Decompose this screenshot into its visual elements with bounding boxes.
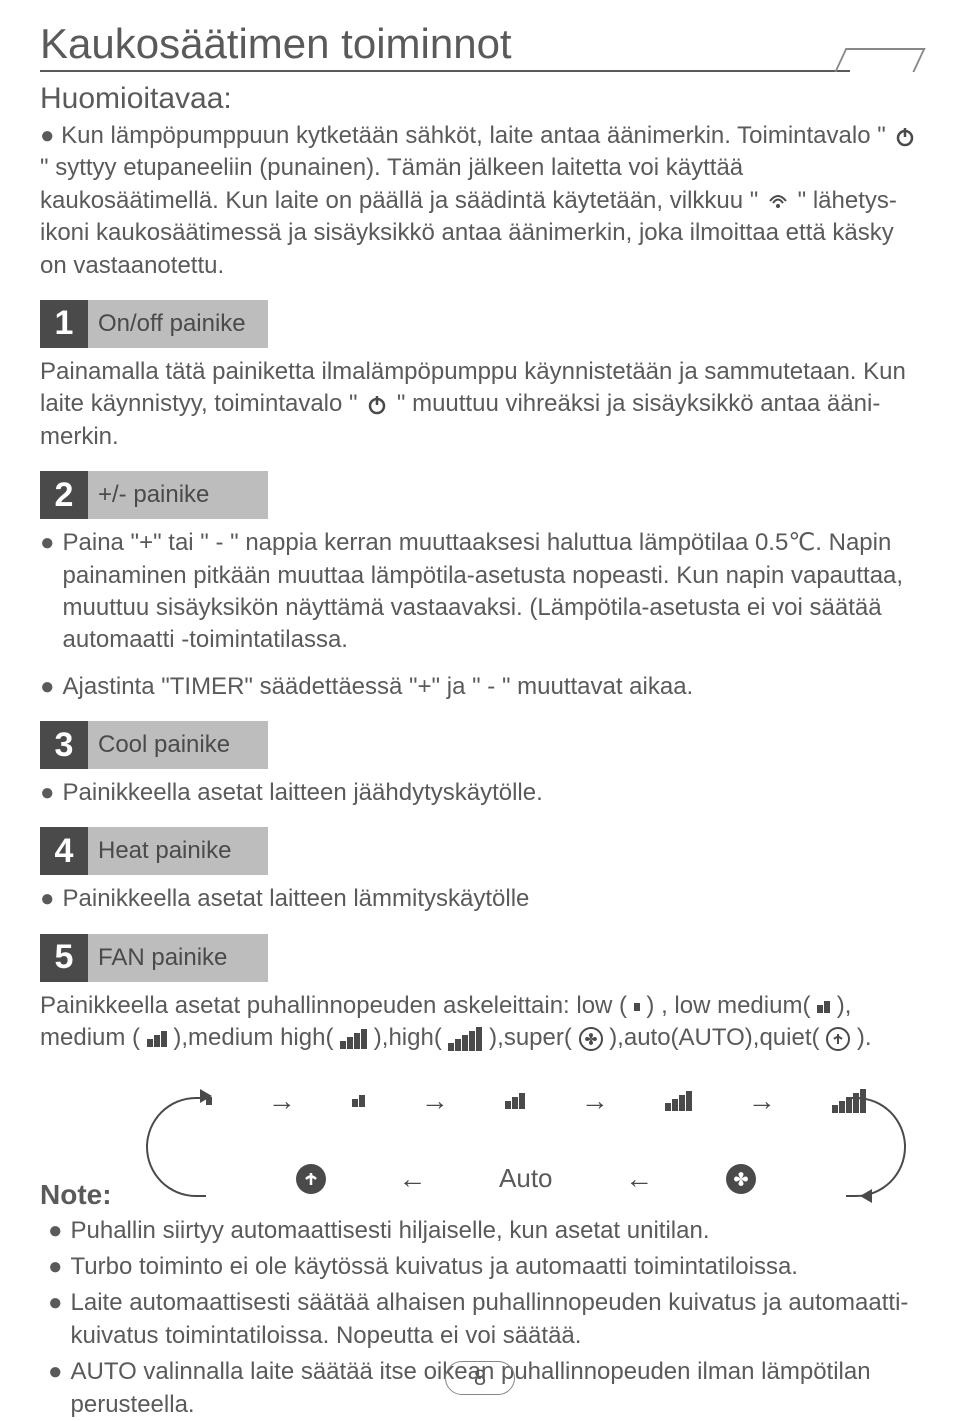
section-number: 4 xyxy=(40,827,88,875)
note-item: ● Puhallin siirtyy automaattisesti hilja… xyxy=(40,1215,920,1247)
bullet-text: Puhallin siirtyy automaattisesti hiljais… xyxy=(71,1215,921,1247)
diagram-note-block: Note: → → → → ← Auto ← xyxy=(40,1055,920,1211)
section-1-header: 1 On/off painike xyxy=(40,300,920,348)
fan-low-icon xyxy=(206,1097,212,1105)
fan-low-icon xyxy=(634,1003,640,1011)
fan-lowmed-icon xyxy=(352,1095,365,1107)
fan-med-icon xyxy=(505,1093,525,1109)
fan-text-h: ). xyxy=(857,1024,872,1051)
intro-text-a: ● Kun lämpöpumppuun kytketään sähköt, la… xyxy=(40,122,892,149)
section-number: 2 xyxy=(40,471,88,519)
fan-med-icon xyxy=(147,1031,167,1047)
section-4-bullet-1: ● Painikkeella asetat laitteen lämmitysk… xyxy=(40,883,920,915)
bullet-icon: ● xyxy=(40,777,55,809)
section-number: 1 xyxy=(40,300,88,348)
bullet-icon: ● xyxy=(48,1251,63,1283)
bullet-icon: ● xyxy=(40,883,55,915)
fan-text-b: ) , low medium( xyxy=(646,992,810,1019)
arrow-head-icon xyxy=(860,1189,872,1203)
intro-text-b: " syttyy etupaneeliin (punainen). Tämän … xyxy=(40,154,765,213)
bullet-icon: ● xyxy=(48,1215,63,1247)
bullet-text: Laite automaattisesti säätää alhaisen pu… xyxy=(71,1287,921,1352)
section-label: FAN painike xyxy=(88,934,268,982)
super-fan-icon xyxy=(579,1027,603,1051)
section-number: 3 xyxy=(40,721,88,769)
section-3-bullet-1: ● Painikkeella asetat laitteen jäähdytys… xyxy=(40,777,920,809)
arrow-right-icon: → xyxy=(421,1085,449,1117)
title-tab-decoration xyxy=(834,48,925,72)
bullet-icon: ● xyxy=(48,1356,63,1388)
section-5-body: Painikkeella asetat puhallinnopeuden ask… xyxy=(40,990,920,1055)
arrow-right-icon: → xyxy=(268,1085,296,1117)
note-item: ● Laite automaattisesti säätää alhaisen … xyxy=(40,1287,920,1352)
section-4-header: 4 Heat painike xyxy=(40,827,920,875)
fan-high-icon xyxy=(448,1027,482,1051)
arrow-left-icon: ← xyxy=(398,1163,426,1195)
fan-high-icon xyxy=(832,1089,866,1113)
bullet-text: Ajastinta "TIMER" säädettäessä "+" ja " … xyxy=(63,671,921,703)
bullet-icon: ● xyxy=(40,671,55,703)
title-bar: Kaukosäätimen toiminnot xyxy=(40,20,920,72)
bullet-text: Turbo toiminto ei ole käytössä kuivatus … xyxy=(71,1251,921,1283)
fan-text-g: ),auto(AUTO),quiet( xyxy=(609,1024,819,1051)
quiet-icon xyxy=(826,1027,850,1051)
cycle-curve-left xyxy=(146,1097,206,1197)
fan-medhigh-icon xyxy=(340,1029,367,1049)
section-3-header: 3 Cool painike xyxy=(40,721,920,769)
page-title: Kaukosäätimen toiminnot xyxy=(40,20,850,72)
fan-medhigh-icon xyxy=(665,1091,692,1111)
note-label: Note: xyxy=(40,1179,112,1211)
bullet-text: Painikkeella asetat laitteen lämmityskäy… xyxy=(63,883,921,915)
fan-text-d: ),medium high( xyxy=(173,1024,333,1051)
section-label: Cool painike xyxy=(88,721,268,769)
fan-text-e: ),high( xyxy=(374,1024,442,1051)
fan-text-a: Painikkeella asetat puhallinnopeuden ask… xyxy=(40,992,627,1019)
bullet-text: Painikkeella asetat laitteen jäähdytyskä… xyxy=(63,777,921,809)
page-number: 8 xyxy=(445,1361,515,1395)
section-number: 5 xyxy=(40,934,88,982)
section-label: On/off painike xyxy=(88,300,268,348)
bullet-icon: ● xyxy=(40,527,55,559)
power-icon xyxy=(894,126,916,148)
section-2-header: 2 +/- painike xyxy=(40,471,920,519)
arrow-left-icon: ← xyxy=(625,1163,653,1195)
arrow-right-icon: → xyxy=(748,1085,776,1117)
signal-icon xyxy=(767,192,789,210)
bullet-text: Paina "+" tai " - " nappia kerran muutta… xyxy=(63,527,921,657)
power-icon xyxy=(366,394,388,416)
intro-paragraph: ● Kun lämpöpumppuun kytketään sähköt, la… xyxy=(40,120,920,282)
fan-text-f: ),super( xyxy=(489,1024,572,1051)
arrow-right-icon: → xyxy=(581,1085,609,1117)
fan-cycle-diagram: → → → → ← Auto ← xyxy=(126,1075,906,1205)
auto-label: Auto xyxy=(499,1163,553,1194)
note-item: ● Turbo toiminto ei ole käytössä kuivatu… xyxy=(40,1251,920,1283)
section-2-bullet-1: ● Paina "+" tai " - " nappia kerran muut… xyxy=(40,527,920,657)
super-fan-icon xyxy=(726,1164,756,1194)
section-2-bullet-2: ● Ajastinta "TIMER" säädettäessä "+" ja … xyxy=(40,671,920,703)
section-5-header: 5 FAN painike xyxy=(40,934,920,982)
subtitle: Huomioitavaa: xyxy=(40,82,920,116)
section-1-body: Painamalla tätä painiketta ilmalämpöpump… xyxy=(40,356,920,453)
section-label: +/- painike xyxy=(88,471,268,519)
diagram-top-row: → → → → xyxy=(206,1085,866,1117)
diagram-bottom-row: ← Auto ← xyxy=(296,1163,756,1195)
quiet-icon xyxy=(296,1164,326,1194)
section-label: Heat painike xyxy=(88,827,268,875)
bullet-icon: ● xyxy=(48,1287,63,1319)
fan-lowmed-icon xyxy=(817,1001,830,1013)
